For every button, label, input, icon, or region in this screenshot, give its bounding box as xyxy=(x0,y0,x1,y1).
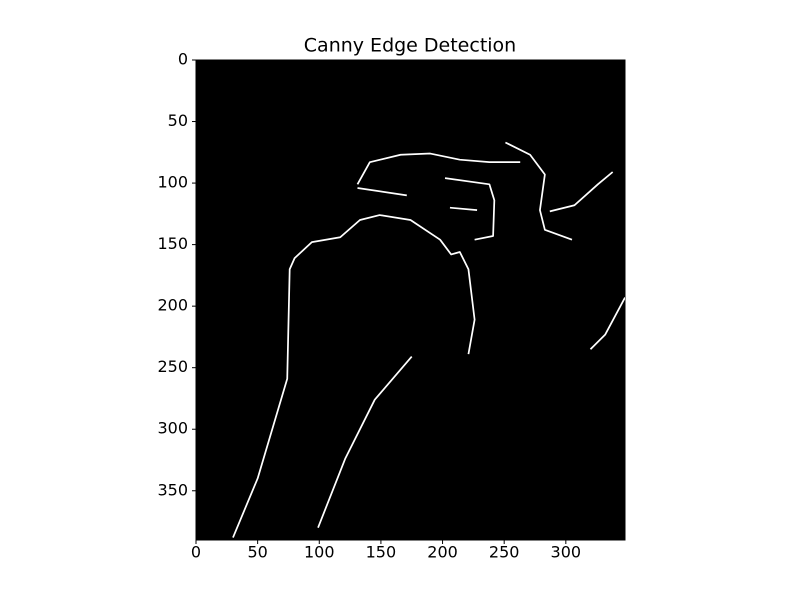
edge xyxy=(589,297,625,350)
edge xyxy=(505,141,573,241)
edge xyxy=(232,214,476,538)
y-tick-label: 100 xyxy=(157,173,188,192)
x-tick-label: 250 xyxy=(489,543,520,562)
edge xyxy=(449,206,478,212)
y-tick-label: 250 xyxy=(157,357,188,376)
edge xyxy=(356,152,521,185)
edge xyxy=(444,177,496,241)
x-tick-label: 50 xyxy=(247,543,267,562)
chart-title: Canny Edge Detection xyxy=(304,35,516,57)
y-tick-label: 0 xyxy=(178,50,188,69)
x-tick-label: 100 xyxy=(304,543,335,562)
y-tick-label: 50 xyxy=(168,111,188,130)
edge xyxy=(357,187,407,197)
x-tick-label: 300 xyxy=(551,543,582,562)
edge xyxy=(317,356,413,529)
y-tick-label: 150 xyxy=(157,234,188,253)
x-tick-label: 200 xyxy=(427,543,458,562)
edge-image xyxy=(232,141,625,538)
image-area xyxy=(195,59,626,541)
y-tick-label: 350 xyxy=(157,480,188,499)
x-tick-label: 150 xyxy=(366,543,397,562)
edge xyxy=(549,171,614,213)
y-tick-label: 300 xyxy=(157,419,188,438)
y-tick-label: 200 xyxy=(157,296,188,315)
edges xyxy=(232,141,625,538)
x-tick-label: 0 xyxy=(191,543,201,562)
